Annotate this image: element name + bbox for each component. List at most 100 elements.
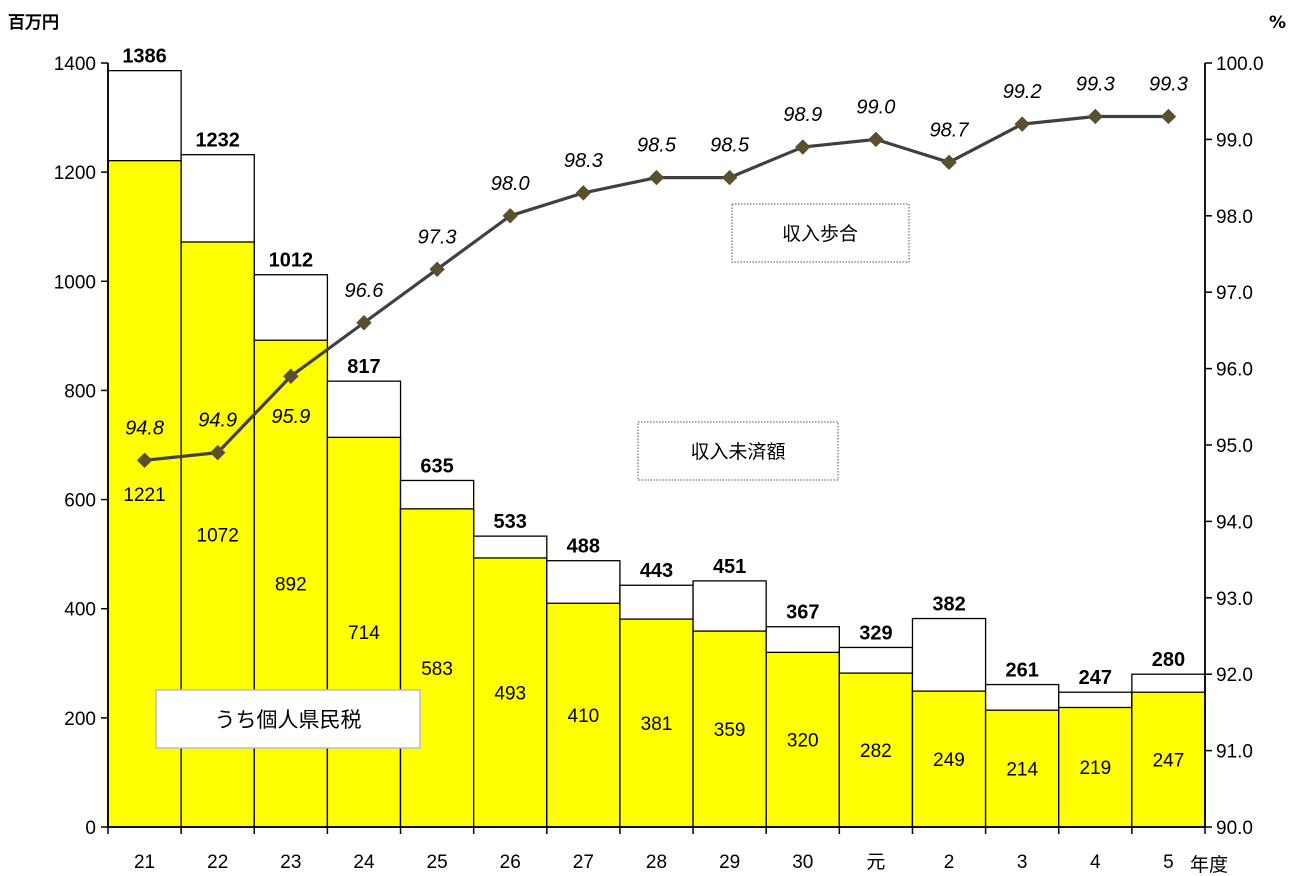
x-tick-label: 23 <box>280 852 301 873</box>
y-right-tick-label: 95.0 <box>1216 436 1253 457</box>
individual-value-label: 714 <box>348 623 380 644</box>
y-left-tick-label: 400 <box>64 600 96 621</box>
legend-rate-frame <box>731 203 910 263</box>
individual-value-label: 249 <box>933 750 965 771</box>
rate-value-label: 98.3 <box>564 150 603 172</box>
x-tick-label: 3 <box>1017 852 1028 873</box>
bar-individual <box>473 557 548 828</box>
rate-line-layer <box>136 108 1177 468</box>
rate-marker <box>209 444 226 461</box>
y-left-tick-label: 200 <box>64 709 96 730</box>
y-left-tick-label: 1200 <box>54 163 96 184</box>
individual-value-label: 583 <box>421 659 453 680</box>
x-tick-label: 29 <box>719 852 740 873</box>
rate-value-label: 94.9 <box>198 410 237 432</box>
total-value-label: 382 <box>932 594 965 616</box>
rate-marker <box>429 261 445 277</box>
individual-value-label: 1072 <box>197 525 239 546</box>
bar-individual <box>1058 706 1133 828</box>
rate-value-label: 97.3 <box>418 226 457 248</box>
bar-individual <box>546 602 621 828</box>
legend-individual-frame <box>155 689 421 749</box>
rate-marker <box>136 452 153 468</box>
rate-value-label: 95.9 <box>271 406 310 428</box>
rate-value-label: 99.0 <box>856 96 895 118</box>
x-tick-label: 24 <box>353 852 375 873</box>
rate-marker <box>1014 116 1030 132</box>
individual-value-label: 214 <box>1006 760 1038 781</box>
legend-rate-label: 収入歩合 <box>782 223 858 245</box>
y-right-tick-label: 96.0 <box>1216 360 1253 381</box>
legend-rate-box: 収入歩合 <box>731 203 910 263</box>
total-value-label: 367 <box>786 602 819 624</box>
individual-value-label: 1221 <box>123 485 165 506</box>
rate-value-label: 98.5 <box>637 135 677 157</box>
y-right-tick-label: 99.0 <box>1216 130 1253 151</box>
individual-value-label: 410 <box>568 706 600 727</box>
x-tick-label: 5 <box>1163 852 1174 873</box>
total-value-label: 451 <box>713 556 746 578</box>
y-right-tick-label: 90.0 <box>1216 818 1253 839</box>
y-right-unit-label: % <box>1269 13 1286 33</box>
y-left-tick-label: 800 <box>64 381 96 402</box>
total-value-label: 280 <box>1152 649 1185 671</box>
rate-marker <box>283 368 299 384</box>
rate-marker <box>356 315 372 331</box>
total-value-label: 1232 <box>195 130 240 152</box>
x-tick-label: 26 <box>500 852 521 873</box>
rate-marker <box>868 131 884 148</box>
individual-value-label: 493 <box>494 683 526 704</box>
y-left-tick-label: 1000 <box>54 272 96 293</box>
rate-marker <box>941 154 957 171</box>
legend-individual-box: うち個人県民税 <box>155 689 421 749</box>
y-right-tick-label: 100.0 <box>1216 54 1264 75</box>
total-value-label: 635 <box>420 455 453 477</box>
x-tick-label: 28 <box>646 852 667 873</box>
bar-individual <box>399 508 475 828</box>
rate-value-label: 98.5 <box>710 135 750 157</box>
y-left-tick-label: 600 <box>64 491 96 512</box>
total-value-label: 533 <box>494 511 527 533</box>
x-tick-label: 4 <box>1090 852 1101 873</box>
y-left-tick-label: 0 <box>85 818 96 839</box>
rate-marker <box>648 169 665 186</box>
y-left-tick-label: 1400 <box>54 54 96 75</box>
axes-layer: 0 200 400 600 800 1000 1200 1400 90.0 91.0 92.0 93.… <box>54 54 1264 873</box>
rate-value-label: 99.3 <box>1076 73 1115 95</box>
y-right-tick-label: 92.0 <box>1216 665 1253 686</box>
x-tick-label: 22 <box>207 852 228 873</box>
rate-value-label: 98.0 <box>491 173 530 195</box>
total-value-label: 488 <box>567 536 600 558</box>
x-unit-label: 年度 <box>1190 854 1228 876</box>
y-right-tick-label: 94.0 <box>1216 512 1253 533</box>
rate-value-label: 94.8 <box>125 417 164 439</box>
x-tick-label: 30 <box>792 852 813 873</box>
legend-individual-label: うち個人県民税 <box>215 708 362 732</box>
individual-value-label: 892 <box>275 575 307 596</box>
x-tick-label: 元 <box>866 852 885 873</box>
x-tick-label: 21 <box>134 852 155 873</box>
y-right-tick-label: 93.0 <box>1216 589 1253 610</box>
x-tick-label: 25 <box>427 852 448 873</box>
bar-individual <box>619 618 694 828</box>
individual-value-label: 359 <box>714 720 746 741</box>
rate-marker <box>1160 108 1177 125</box>
y-right-tick-label: 98.0 <box>1216 207 1253 228</box>
rate-value-label: 96.6 <box>344 280 384 302</box>
individual-value-label: 219 <box>1079 758 1111 779</box>
total-value-label: 261 <box>1005 660 1038 682</box>
bar-individual <box>838 672 914 828</box>
legend-total-box: 収入未済額 <box>637 421 839 481</box>
individual-value-label: 247 <box>1153 751 1185 772</box>
labels-layer: 1386 1221 94.8 1232 1072 94.9 1012 892 95.9 817 71… <box>122 46 1188 781</box>
y-right-tick-label: 91.0 <box>1216 742 1253 763</box>
rate-marker <box>721 169 738 186</box>
rate-value-label: 98.9 <box>783 104 822 126</box>
bar-individual <box>692 630 767 828</box>
bar-individual <box>326 436 402 828</box>
y-left-unit-label: 百万円 <box>8 13 59 33</box>
rate-value-label: 99.2 <box>1003 81 1042 103</box>
rate-marker <box>502 208 518 224</box>
x-tick-label: 27 <box>573 852 594 873</box>
